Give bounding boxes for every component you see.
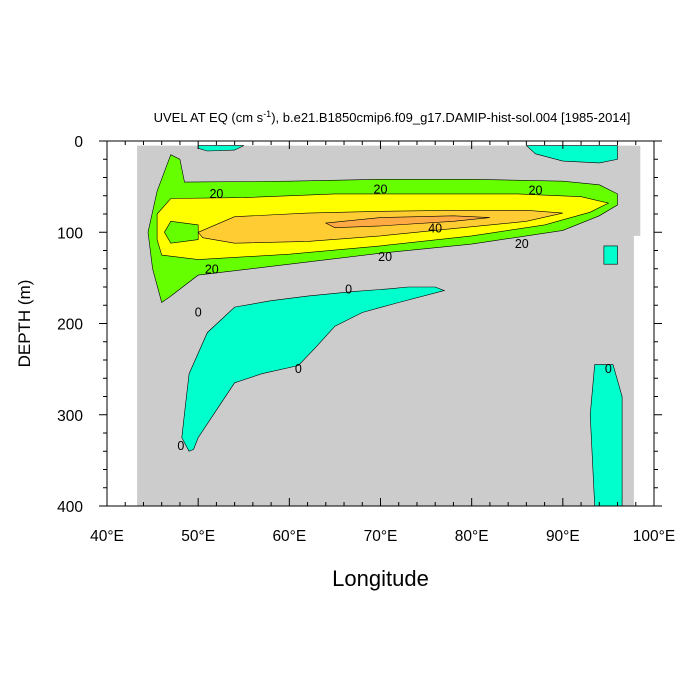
contour-label-4: 20 (515, 237, 529, 251)
contour-labels: 20 20 20 40 20 20 20 0 0 0 0 0 (177, 182, 612, 452)
contour-fill-regions (137, 145, 642, 507)
x-tick-label: 40°E (90, 528, 124, 545)
y-tick-label: 400 (57, 499, 83, 516)
contour-label-9: 0 (295, 362, 302, 376)
y-axis-label: DEPTH (m) (15, 280, 34, 368)
contour-label-6: 20 (205, 263, 219, 277)
contour-label-0: 20 (209, 187, 223, 201)
chart-title-prefix: UVEL AT EQ (cm s (154, 110, 264, 125)
y-tick-label: 100 (57, 225, 83, 242)
chart-title: UVEL AT EQ (cm s-1), b.e21.B1850cmip6.f0… (154, 109, 631, 125)
x-tick-label: 60°E (272, 528, 306, 545)
contour-label-5: 20 (378, 250, 392, 264)
contour-region-east-deep-negative (589, 364, 623, 507)
y-tick-label: 300 (57, 408, 83, 425)
contour-region-jet-west-10-patch (164, 220, 199, 244)
contour-label-8: 0 (195, 306, 202, 320)
x-axis: 40°E 50°E 60°E 70°E 80°E 90°E 100°E (90, 141, 675, 545)
contour-region-surface-east-negative (525, 145, 618, 164)
chart-title-suffix: ), b.e21.B1850cmip6.f09_g17.DAMIP-hist-s… (271, 110, 630, 125)
contour-region-jet-40 (324, 215, 490, 229)
x-tick-label: 50°E (181, 528, 215, 545)
chart-title-superscript: -1 (263, 109, 271, 119)
contour-region-eastern-shelf-notch (633, 235, 642, 506)
contour-label-11: 0 (177, 439, 184, 453)
contour-label-10: 0 (605, 362, 612, 376)
contour-label-3: 40 (428, 222, 442, 236)
x-axis-label: Longitude (332, 566, 429, 591)
x-tick-label: 100°E (633, 528, 675, 545)
contour-region-east-small-negative (603, 245, 618, 265)
contour-label-7: 0 (345, 283, 352, 297)
x-tick-label: 70°E (364, 528, 398, 545)
x-tick-label: 80°E (455, 528, 489, 545)
x-tick-label: 90°E (546, 528, 580, 545)
contour-label-2: 20 (529, 183, 543, 197)
contour-label-1: 20 (374, 182, 388, 196)
y-tick-label: 0 (74, 134, 83, 151)
contour-region-subsurface-negative (181, 286, 446, 452)
y-tick-label: 200 (57, 317, 83, 334)
